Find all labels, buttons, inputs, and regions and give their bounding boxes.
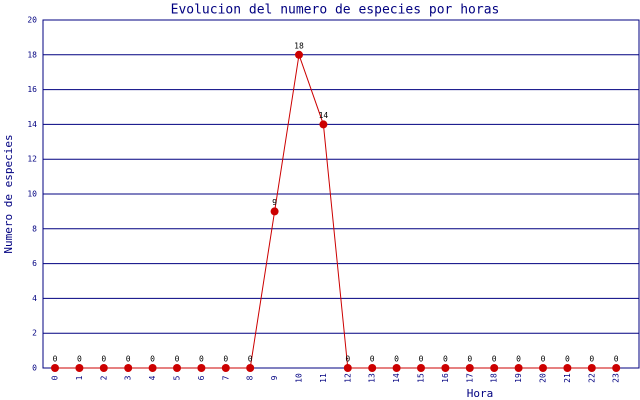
data-point	[99, 364, 108, 372]
x-tick-label: 1	[75, 375, 84, 380]
data-point	[343, 364, 352, 372]
data-label: 14	[319, 111, 329, 120]
y-tick-label: 10	[27, 190, 37, 199]
data-point	[514, 364, 523, 372]
x-tick-label: 6	[197, 375, 206, 380]
data-point	[197, 364, 206, 372]
data-line	[55, 54, 617, 369]
data-label: 0	[175, 355, 180, 364]
x-tick-label: 16	[441, 373, 450, 383]
x-tick-label: 2	[99, 375, 108, 380]
data-label: 0	[443, 355, 448, 364]
data-label: 0	[419, 355, 424, 364]
data-point	[368, 364, 377, 372]
data-label: 0	[248, 355, 253, 364]
x-tick-label: 23	[612, 373, 621, 383]
x-axis-label: Hora	[467, 387, 494, 400]
data-point	[417, 364, 425, 372]
data-label: 0	[614, 355, 619, 364]
data-point	[270, 207, 279, 216]
data-point	[319, 120, 328, 129]
data-point	[539, 364, 547, 372]
y-tick-label: 12	[27, 155, 37, 164]
x-tick-label: 19	[514, 373, 523, 383]
data-label: 0	[467, 355, 472, 364]
data-label: 0	[101, 355, 106, 364]
x-tick-label: 22	[587, 373, 596, 383]
data-point	[441, 364, 450, 372]
x-tick-label: 0	[51, 375, 60, 380]
data-label: 9	[272, 198, 277, 207]
data-label: 0	[589, 355, 594, 364]
data-point	[75, 364, 84, 372]
y-tick-label: 6	[32, 259, 37, 268]
x-tick-label: 14	[392, 373, 401, 383]
data-label: 0	[345, 355, 350, 364]
data-point	[246, 364, 255, 372]
data-point	[612, 364, 621, 372]
data-label: 0	[77, 355, 82, 364]
x-tick-label: 10	[295, 373, 304, 383]
data-label: 0	[565, 355, 570, 364]
data-point	[173, 364, 181, 372]
chart-title: Evolucion del numero de especies por hor…	[171, 3, 500, 18]
data-label: 0	[126, 355, 131, 364]
data-point	[295, 50, 303, 59]
data-point	[124, 364, 133, 372]
data-label: 0	[150, 355, 155, 364]
data-point	[490, 364, 499, 372]
y-tick-label: 20	[27, 16, 37, 25]
x-tick-label: 4	[148, 375, 157, 380]
x-tick-label: 7	[221, 375, 230, 380]
x-tick-label: 3	[124, 375, 133, 380]
data-label: 0	[53, 355, 58, 364]
data-label: 0	[199, 355, 204, 364]
y-tick-label: 2	[32, 329, 37, 338]
x-tick-label: 17	[465, 373, 474, 383]
x-tick-label: 15	[417, 373, 426, 383]
y-tick-label: 8	[32, 224, 37, 233]
data-point	[392, 364, 401, 372]
data-label: 18	[294, 41, 304, 50]
data-label: 0	[394, 355, 399, 364]
x-tick-label: 8	[246, 375, 255, 380]
x-tick-label: 9	[270, 375, 279, 380]
y-tick-label: 4	[32, 294, 37, 303]
data-point	[563, 364, 572, 372]
x-tick-label: 20	[539, 373, 548, 383]
data-point	[148, 364, 157, 372]
y-tick-label: 18	[27, 50, 37, 59]
data-label: 0	[516, 355, 521, 364]
data-point	[587, 364, 596, 372]
y-axis-label: Numero de especies	[2, 134, 15, 253]
data-point	[221, 364, 230, 372]
x-tick-label: 5	[173, 375, 182, 380]
data-point	[51, 364, 59, 372]
data-label: 0	[492, 355, 497, 364]
x-tick-label: 13	[368, 373, 377, 383]
data-point	[465, 364, 474, 372]
x-tick-label: 12	[343, 373, 352, 383]
x-tick-label: 21	[563, 373, 572, 383]
y-tick-label: 16	[27, 85, 37, 94]
data-label: 0	[541, 355, 546, 364]
x-tick-label: 18	[490, 373, 499, 383]
y-tick-label: 14	[27, 120, 37, 129]
data-label: 0	[370, 355, 375, 364]
data-label: 0	[223, 355, 228, 364]
y-tick-label: 0	[32, 364, 37, 373]
x-tick-label: 11	[319, 373, 328, 383]
